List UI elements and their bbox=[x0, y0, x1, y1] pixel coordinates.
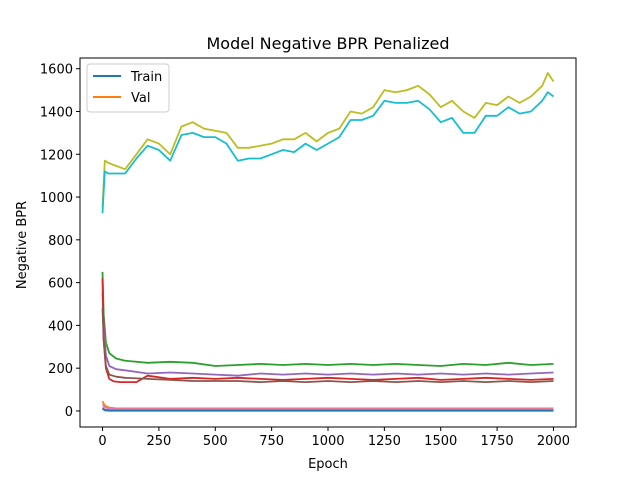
series-line-4 bbox=[101, 293, 554, 377]
x-axis-label: Epoch bbox=[308, 457, 348, 472]
series-line-3 bbox=[101, 271, 554, 367]
series-line-5 bbox=[101, 278, 554, 384]
x-tick-label: 500 bbox=[203, 434, 228, 449]
y-tick-label: 200 bbox=[48, 362, 73, 377]
legend: Train Val bbox=[86, 63, 170, 113]
legend-label-train: Train bbox=[130, 70, 162, 85]
series-line-10 bbox=[102, 408, 554, 412]
legend-label-val: Val bbox=[131, 91, 150, 106]
x-tick-label: 250 bbox=[146, 434, 171, 449]
chart-title: Model Negative BPR Penalized bbox=[207, 34, 450, 53]
y-tick-label: 800 bbox=[48, 234, 73, 249]
series-line-6 bbox=[101, 308, 554, 384]
y-tick-label: 1200 bbox=[40, 148, 73, 163]
series-line-8 bbox=[101, 403, 554, 411]
y-tick-label: 1000 bbox=[40, 191, 73, 206]
y-tick-label: 1600 bbox=[40, 63, 73, 78]
y-tick-label: 600 bbox=[48, 277, 73, 292]
y-axis-label: Negative BPR bbox=[15, 201, 30, 289]
y-tick-label: 1400 bbox=[40, 105, 73, 120]
y-tick-label: 400 bbox=[48, 319, 73, 334]
x-tick-label: 1250 bbox=[368, 434, 401, 449]
x-tick-label: 0 bbox=[98, 434, 106, 449]
y-tick-label: 0 bbox=[65, 405, 73, 420]
x-tick-label: 2000 bbox=[537, 434, 570, 449]
x-tick-label: 1750 bbox=[481, 434, 514, 449]
series-line-2 bbox=[101, 91, 555, 214]
series-line-1 bbox=[101, 72, 555, 208]
x-tick-label: 1000 bbox=[311, 434, 344, 449]
x-tick-label: 1500 bbox=[424, 434, 457, 449]
x-tick-label: 750 bbox=[259, 434, 284, 449]
plot-area bbox=[101, 72, 555, 412]
